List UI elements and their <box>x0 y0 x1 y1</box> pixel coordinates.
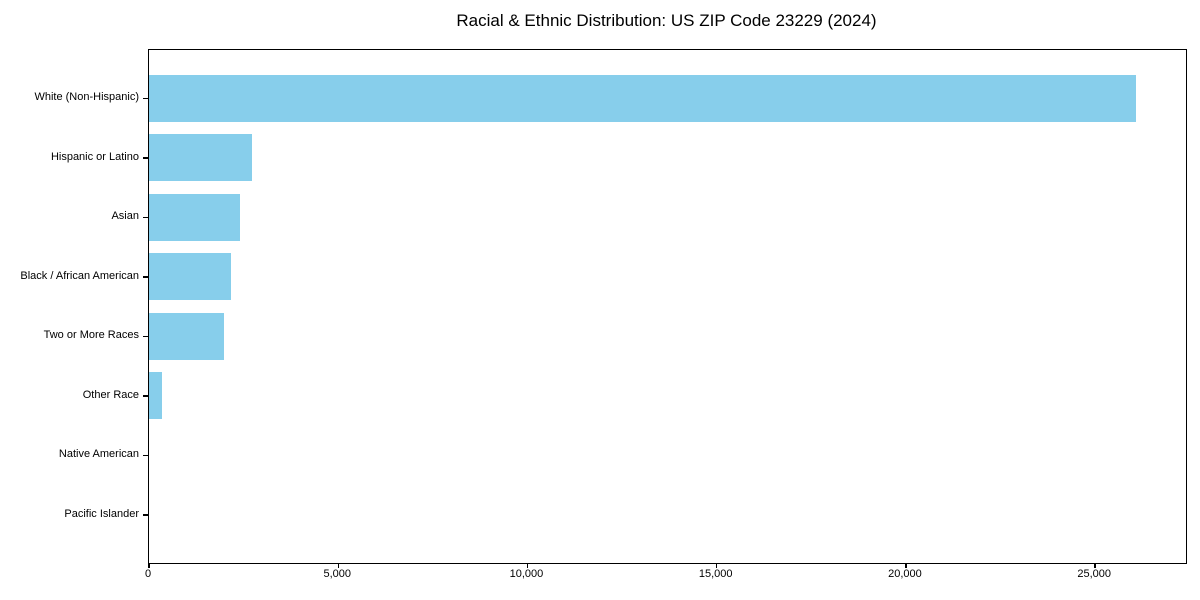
x-tick-mark <box>905 563 907 568</box>
x-tick-label: 20,000 <box>888 568 922 580</box>
x-tick-label: 25,000 <box>1077 568 1111 580</box>
y-tick-label: Other Race <box>82 388 139 401</box>
x-tick-label: 5,000 <box>323 568 351 580</box>
y-tick-mark <box>143 395 149 397</box>
x-tick-mark <box>1094 563 1096 568</box>
bar <box>149 312 224 360</box>
y-tick-mark <box>143 216 149 219</box>
y-tick-label: White (Non-Hispanic) <box>34 91 139 104</box>
x-tick-label: 15,000 <box>698 568 733 580</box>
y-tick-mark <box>143 276 149 278</box>
y-tick-label: Asian <box>111 210 139 223</box>
bar <box>149 193 240 241</box>
y-tick-label: Pacific Islander <box>64 508 139 520</box>
x-tick-mark <box>716 563 718 568</box>
x-tick-mark <box>148 563 150 568</box>
y-tick-mark <box>143 454 149 457</box>
y-tick-mark <box>143 157 149 159</box>
x-axis-labels: 0 5,000 10,000 15,000 20,000 25,000 <box>145 568 1185 588</box>
x-tick-label: 0 <box>144 568 152 580</box>
y-axis-labels: White (Non-Hispanic) Hispanic or Latino As… <box>0 49 139 562</box>
y-tick-label: Black / African American <box>20 269 139 282</box>
x-tick-mark <box>526 563 529 568</box>
bar <box>149 134 252 182</box>
bar <box>149 253 231 301</box>
y-tick-label: Two or More Races <box>43 329 139 342</box>
y-tick-label: Native American <box>58 448 139 461</box>
plot-area <box>143 49 1187 568</box>
y-tick-mark <box>143 97 149 99</box>
x-tick-mark <box>337 563 339 568</box>
bar <box>149 372 163 420</box>
y-tick-mark <box>143 335 149 338</box>
x-tick-label: 10,000 <box>509 568 544 580</box>
y-tick-mark <box>143 514 149 516</box>
bar <box>149 74 1137 122</box>
chart-title: Racial & Ethnic Distribution: US ZIP Cod… <box>456 11 877 30</box>
y-tick-label: Hispanic or Latino <box>50 150 139 163</box>
